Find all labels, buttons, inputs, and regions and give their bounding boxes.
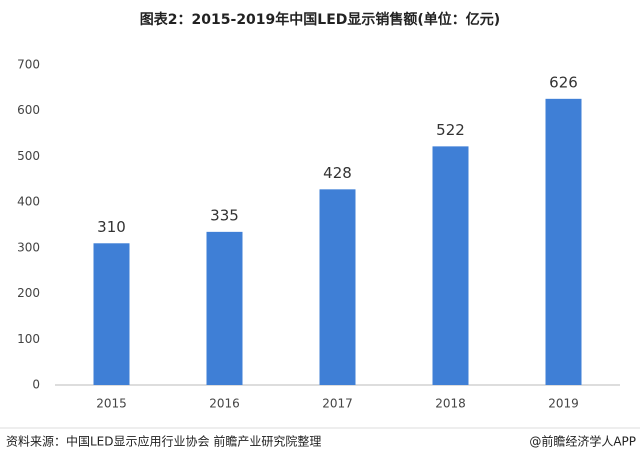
x-tick-label: 2019 [548,397,579,411]
y-tick-label: 400 [17,195,40,209]
x-tick-label: 2018 [435,397,466,411]
x-tick-label: 2015 [96,397,127,411]
y-tick-label: 100 [17,332,40,346]
value-label: 522 [436,121,465,139]
y-tick-label: 700 [17,58,40,72]
value-label: 428 [323,164,352,182]
x-tick-label: 2017 [322,397,353,411]
bar [319,189,356,385]
value-label: 335 [210,206,239,224]
y-tick-label: 0 [32,378,40,392]
x-tick-label: 2016 [209,397,240,411]
value-label: 310 [97,218,126,236]
y-tick-label: 600 [17,103,40,117]
bar [432,146,469,385]
y-tick-label: 500 [17,149,40,163]
credit: @前瞻经济学人APP [529,434,636,449]
y-tick-label: 200 [17,286,40,300]
bar [93,243,130,385]
chart-title: 图表2：2015-2019年中国LED显示销售额(单位：亿元) [140,11,500,28]
source-note: 资料来源：中国LED显示应用行业协会 前瞻产业研究院整理 [6,434,321,449]
value-label: 626 [549,73,578,91]
y-tick-label: 300 [17,240,40,254]
bar [545,98,582,385]
bar [206,231,243,385]
